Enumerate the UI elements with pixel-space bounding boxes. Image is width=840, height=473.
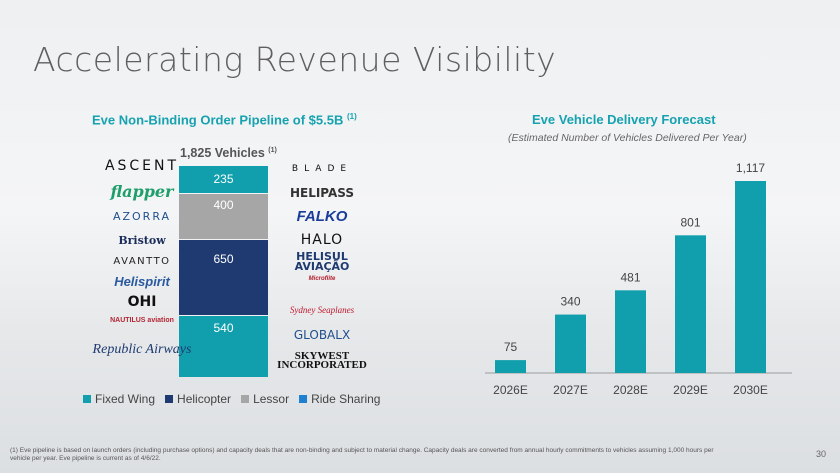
legend-label: Ride Sharing — [311, 392, 381, 406]
segment-value-label: 400 — [213, 198, 234, 213]
logo-left-nautilus-aviation: NAUTILUS aviation — [110, 317, 174, 324]
logo-right-globalx: GLOBALX — [293, 328, 351, 342]
bar-value-label: 340 — [560, 295, 580, 309]
bar-value-label: 801 — [680, 215, 700, 229]
bar-2028E — [615, 290, 646, 373]
segment-value-label: 650 — [213, 251, 234, 266]
pipeline-segment-helicopter: 650 — [179, 239, 268, 315]
legend-item-helicopter: Helicopter — [165, 392, 231, 406]
legend-label: Fixed Wing — [95, 392, 156, 406]
forecast-title: Eve Vehicle Delivery Forecast — [532, 112, 716, 127]
logo-right-helipass: HELIPASS — [289, 186, 355, 200]
page-number: 30 — [815, 449, 826, 459]
logo-right-skywest-incorporated: SKYWEST INCORPORATED — [277, 350, 367, 371]
logo-left-ohi: OHI — [127, 294, 157, 310]
legend-swatch — [83, 395, 91, 403]
delivery-forecast-chart: 75 2026E 340 2027E 481 2028E 801 2029E 1,117 2030… — [485, 161, 792, 397]
logo-left-ascent: ASCENT — [104, 158, 180, 174]
bar-2030E — [735, 181, 766, 373]
logo-right-microflite: Microflite — [308, 276, 336, 282]
bar-value-label: 481 — [620, 270, 640, 284]
bar-2029E — [675, 235, 706, 373]
x-tick-label: 2026E — [493, 383, 528, 397]
footnote: (1) Eve pipeline is based on launch orde… — [10, 447, 714, 462]
legend-label: Helicopter — [177, 392, 232, 406]
logo-left-avantto: AVANTTO — [113, 256, 171, 267]
pipeline-segment-lessor: 400 — [179, 193, 268, 240]
legend-swatch — [165, 395, 174, 403]
legend-label: Lessor — [253, 392, 290, 406]
logo-right-blade: BLADE — [291, 164, 353, 174]
x-tick-label: 2028E — [613, 383, 648, 397]
legend-swatch — [299, 395, 308, 403]
x-tick-label: 2027E — [553, 383, 588, 397]
legend-item-ride-sharing: Ride Sharing — [299, 392, 380, 406]
legend-item-lessor: Lessor — [241, 392, 289, 406]
logo-left-bristow: Bristow — [118, 234, 166, 247]
logo-right-helisul-avia-o: HELISUL AVIAÇÃO — [294, 250, 350, 273]
pipeline-stacked-bar: 235 400 650 540 — [179, 166, 268, 377]
logo-left-azorra: AZORRA — [112, 210, 172, 223]
segment-value-label: 540 — [213, 320, 234, 335]
page-title: Accelerating Revenue Visibility — [33, 40, 557, 79]
legend-swatch — [241, 395, 250, 403]
pipeline-segment-fixed-wing: 540 — [179, 314, 268, 377]
logo-right-halo: HALO — [300, 232, 344, 248]
x-tick-label: 2029E — [673, 383, 708, 397]
bar-value-label: 75 — [504, 340, 518, 354]
bar-value-label: 1,117 — [736, 161, 765, 175]
logo-left-helispirit: Helispirit — [114, 274, 170, 289]
logo-right-falko: FALKO — [296, 208, 348, 225]
logo-left-republic-airways: Republic Airways — [92, 342, 192, 357]
legend-item-fixed-wing: Fixed Wing — [83, 392, 155, 406]
forecast-subtitle: (Estimated Number of Vehicles Delivered … — [508, 132, 747, 144]
pipeline-segment-ride-sharing: 235 — [179, 166, 268, 194]
bar-2027E — [555, 314, 586, 373]
segment-value-label: 235 — [213, 172, 234, 186]
logo-left-flapper: flapper — [110, 182, 174, 201]
bar-2026E — [495, 360, 526, 373]
pipeline-legend: Fixed Wing Helicopter Lessor Ride Sharing — [83, 392, 380, 406]
logo-right-sydney-seaplanes: Sydney Seaplanes — [289, 305, 355, 315]
x-tick-label: 2030E — [733, 383, 768, 397]
pipeline-title: Eve Non-Binding Order Pipeline of $5.5B … — [92, 112, 357, 128]
vehicles-total: 1,825 Vehicles (1) — [180, 146, 277, 160]
